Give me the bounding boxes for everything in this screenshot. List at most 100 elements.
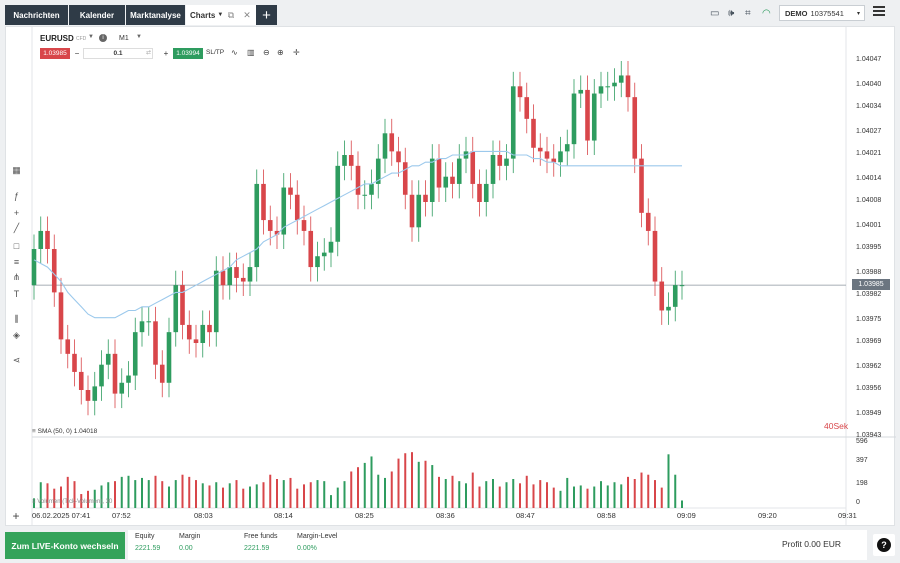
detach-icon[interactable]: ⧉ <box>227 9 235 20</box>
tab-kalender[interactable]: Kalender <box>69 5 125 25</box>
fibonacci-tool-icon[interactable]: ≡ <box>13 256 20 267</box>
candle-body <box>612 82 617 87</box>
info-icon[interactable]: i <box>99 34 107 42</box>
close-icon[interactable]: ✕ <box>243 9 251 20</box>
candle-body <box>261 183 266 221</box>
volume-bar <box>107 482 110 508</box>
chevron-down-icon[interactable]: ▼ <box>217 12 224 18</box>
layout-icon[interactable]: ▭ <box>710 8 720 19</box>
function-icon[interactable]: ƒ <box>13 190 19 201</box>
tab-nachrichten[interactable]: Nachrichten <box>5 5 68 25</box>
chart-type-icon[interactable]: ∿ <box>231 48 238 57</box>
tab-marktanalyse[interactable]: Marktanalyse <box>126 5 185 25</box>
text-tool-icon[interactable]: T <box>13 288 20 299</box>
candle-body <box>672 285 678 307</box>
indicator-icon[interactable]: ⫼ <box>14 314 19 324</box>
volume-bar <box>87 490 89 508</box>
buy-button[interactable]: 1.03994 <box>173 48 203 59</box>
candle-body <box>38 230 44 249</box>
top-bar: Nachrichten Kalender Marktanalyse Charts… <box>0 0 900 30</box>
volume-bar <box>471 472 474 508</box>
network-icon[interactable]: ⌗ <box>745 8 751 19</box>
candle-body <box>355 165 361 195</box>
candle-body <box>105 353 111 365</box>
add-indicator-button[interactable]: + <box>12 509 20 523</box>
tab-charts-label: Charts <box>190 10 216 20</box>
volume-bar <box>296 488 299 508</box>
volume-bar <box>195 480 197 508</box>
volume-bar <box>478 486 481 508</box>
chevron-down-icon[interactable]: ▼ <box>88 34 94 40</box>
candles-icon[interactable]: ▥ <box>247 48 255 57</box>
volume-bar <box>242 488 245 508</box>
candle-body <box>126 375 131 383</box>
candle-body <box>666 306 671 311</box>
candle-body <box>564 144 570 152</box>
volume-bar <box>397 458 400 508</box>
timeframe[interactable]: M1 <box>119 35 129 42</box>
candle-body <box>234 267 239 278</box>
candle-body <box>504 158 509 166</box>
line-tool-icon[interactable]: ╱ <box>13 223 20 233</box>
swap-icon[interactable]: ⇄ <box>146 50 152 56</box>
volume-bar <box>73 481 76 508</box>
volume-increase-button[interactable]: + <box>163 49 169 58</box>
candle-body <box>85 390 91 401</box>
candle-body <box>551 158 557 163</box>
candle-body <box>571 93 577 145</box>
chevron-down-icon[interactable]: ▼ <box>136 34 142 40</box>
volume-bar <box>154 475 157 508</box>
share-icon[interactable]: ⋖ <box>12 355 21 365</box>
volume-bar <box>39 482 42 508</box>
sell-button[interactable]: 1.03985 <box>40 48 70 59</box>
candle-body <box>146 321 152 323</box>
crosshair-icon[interactable]: ✛ <box>293 48 300 57</box>
grid-icon[interactable]: ▦ <box>12 165 21 175</box>
sound-icon[interactable]: 🕪 <box>728 8 735 19</box>
volume-bar <box>330 495 332 508</box>
volume-bar <box>485 481 488 508</box>
chevron-down-icon: ▾ <box>856 10 860 17</box>
menu-icon[interactable]: ≡ <box>32 428 36 435</box>
help-button[interactable]: ? <box>873 534 895 556</box>
tab-charts[interactable]: Charts ▼ <box>186 5 256 25</box>
volume-bar <box>188 476 191 508</box>
free-funds-value: 2221.59 <box>244 545 270 552</box>
volume-input[interactable]: 0.1 <box>83 48 153 59</box>
candle-body <box>416 194 422 228</box>
switch-live-account-button[interactable]: Zum LIVE-Konto wechseln <box>5 532 125 559</box>
volume-bar <box>647 474 650 508</box>
volume-decrease-button[interactable]: − <box>74 49 80 58</box>
menu-icon[interactable]: ≡ <box>32 499 36 505</box>
candle-body <box>456 158 462 184</box>
layers-icon[interactable]: ◈ <box>13 330 20 340</box>
chart-panel[interactable]: EURUSD CFD ▼ i M1 ▼ 1.03985 − 0.1 ⇄ + 1.… <box>5 26 896 527</box>
margin-value: 0.00 <box>179 545 193 552</box>
crosshair-tool-icon[interactable]: + <box>13 207 20 218</box>
price-axis-label: 1.04040 <box>856 81 882 89</box>
account-mode: DEMO <box>785 8 808 18</box>
price-axis-label: 1.04001 <box>856 222 882 230</box>
time-axis-label: 09:09 <box>677 511 696 520</box>
volume-bar <box>559 490 562 508</box>
add-tab-button[interactable]: + <box>256 5 277 25</box>
zoom-out-icon[interactable]: ⊖ <box>263 48 270 57</box>
profit-display: Profit 0.00 EUR <box>782 539 842 549</box>
zoom-in-icon[interactable]: ⊕ <box>277 48 284 57</box>
volume-bar <box>282 480 285 508</box>
help-icon: ? <box>877 538 891 552</box>
price-axis-label: 1.04047 <box>856 56 882 63</box>
bottom-bar: Zum LIVE-Konto wechseln Equity 2221.59 M… <box>0 529 900 563</box>
sma-line <box>33 150 682 319</box>
account-selector[interactable]: DEMO 10375541 ▾ <box>779 5 865 21</box>
sltp-button[interactable]: SL/TP <box>206 49 225 56</box>
free-funds-label: Free funds <box>244 533 278 540</box>
menu-icon[interactable] <box>873 6 885 16</box>
symbol-name[interactable]: EURUSD <box>40 34 74 43</box>
volume-bar <box>586 488 589 508</box>
pitchfork-tool-icon[interactable]: ⋔ <box>12 272 21 282</box>
rectangle-tool-icon[interactable]: □ <box>13 240 20 251</box>
candle-body <box>659 281 665 311</box>
chart-canvas[interactable] <box>6 27 896 527</box>
candle-body <box>247 267 253 282</box>
